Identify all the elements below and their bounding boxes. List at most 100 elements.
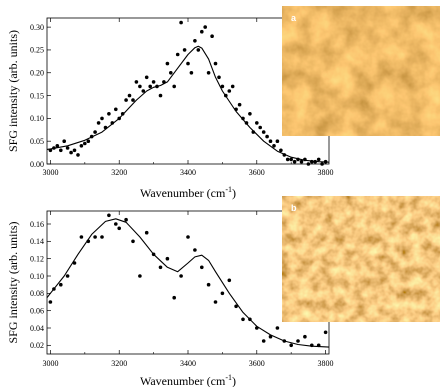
- data-point: [248, 317, 252, 322]
- data-point: [179, 274, 183, 278]
- data-point: [89, 134, 94, 139]
- data-point: [227, 278, 232, 283]
- data-point: [265, 134, 269, 139]
- y-tick-label: 0.20: [30, 69, 44, 78]
- x-tick-label: 3200: [111, 168, 127, 177]
- x-tick-label: 3400: [180, 168, 196, 177]
- data-point: [193, 248, 197, 252]
- data-point: [210, 34, 214, 38]
- y-tick-label: 0.15: [30, 91, 44, 100]
- data-point: [169, 71, 173, 75]
- data-point: [79, 235, 84, 239]
- data-point: [96, 121, 101, 125]
- data-point: [275, 139, 280, 143]
- y-tick-label: 0.08: [30, 289, 44, 298]
- y-tick-label: 0.30: [30, 23, 44, 32]
- data-point: [258, 125, 263, 130]
- data-point: [268, 334, 273, 339]
- data-point: [48, 148, 53, 153]
- data-point: [244, 121, 249, 125]
- data-point: [275, 326, 280, 330]
- data-point: [107, 213, 111, 218]
- afm-inset-image: [282, 196, 440, 322]
- data-point: [206, 71, 211, 75]
- data-point: [241, 317, 245, 322]
- data-point: [55, 144, 60, 148]
- data-point: [310, 159, 314, 164]
- y-tick-label: 0.06: [30, 306, 44, 315]
- x-tick-label: 3200: [111, 359, 127, 368]
- data-point: [306, 162, 311, 166]
- data-point: [48, 300, 53, 304]
- data-point: [227, 89, 232, 93]
- data-point: [103, 125, 108, 130]
- data-point: [114, 107, 118, 112]
- data-point: [141, 89, 146, 93]
- data-point: [320, 162, 324, 166]
- data-point: [299, 159, 304, 164]
- data-point: [200, 29, 204, 34]
- x-tick-label: 3000: [42, 359, 58, 368]
- data-point: [52, 287, 56, 291]
- y-tick-label: 0.10: [30, 114, 44, 123]
- x-axis-title-close: ): [232, 186, 236, 200]
- data-point: [272, 144, 276, 148]
- data-point: [292, 159, 297, 164]
- data-point: [62, 139, 66, 143]
- x-axis-title-close: ): [232, 374, 236, 387]
- y-tick-label: 0.05: [30, 137, 44, 146]
- afm-inset-image: [282, 6, 440, 136]
- data-point: [59, 282, 63, 287]
- data-point: [83, 141, 87, 146]
- data-point: [158, 93, 163, 98]
- data-point: [165, 61, 170, 66]
- x-axis-title-sup: -1: [225, 373, 232, 382]
- data-point: [72, 261, 77, 265]
- data-point: [217, 75, 221, 80]
- data-point: [65, 274, 70, 278]
- data-point: [234, 107, 238, 112]
- data-point: [93, 130, 97, 134]
- data-point: [151, 252, 156, 257]
- chart-panel-a: 3000 3200 3400 3600 3800 0.00 0.05 0.10 0.15 0.20…: [6, 6, 440, 200]
- data-point: [172, 295, 176, 300]
- y-tick-label: 0.12: [30, 254, 44, 263]
- data-point: [69, 150, 73, 155]
- data-point: [182, 48, 187, 52]
- data-point: [189, 71, 194, 75]
- data-point: [165, 256, 170, 261]
- x-tick-label: 3800: [318, 359, 334, 368]
- data-point: [234, 304, 238, 309]
- x-axis-title-sup: -1: [225, 185, 232, 194]
- data-point: [86, 139, 91, 143]
- data-point: [172, 84, 176, 89]
- data-point: [203, 25, 207, 29]
- data-point: [144, 75, 149, 80]
- data-point: [138, 274, 142, 278]
- data-point: [179, 20, 183, 25]
- data-point: [144, 230, 149, 235]
- data-point: [285, 157, 290, 162]
- data-point: [230, 84, 235, 89]
- data-point: [261, 339, 266, 343]
- data-point: [254, 121, 259, 125]
- x-tick-label: 3800: [318, 168, 334, 177]
- x-axis-title: Wavenumber (cm-1): [140, 373, 236, 387]
- data-point: [120, 112, 125, 116]
- data-point: [303, 157, 307, 162]
- y-tick-label: 0.25: [30, 46, 44, 55]
- data-point: [138, 84, 142, 89]
- data-point: [206, 282, 211, 287]
- data-point: [213, 61, 218, 66]
- data-point: [134, 80, 139, 84]
- data-point: [110, 121, 115, 125]
- data-point: [224, 93, 228, 98]
- panel-label: a: [291, 13, 297, 23]
- data-point: [261, 130, 266, 134]
- data-point: [100, 235, 104, 239]
- data-point: [220, 291, 225, 296]
- data-point: [310, 343, 314, 348]
- data-point: [131, 98, 135, 102]
- data-point: [196, 48, 201, 52]
